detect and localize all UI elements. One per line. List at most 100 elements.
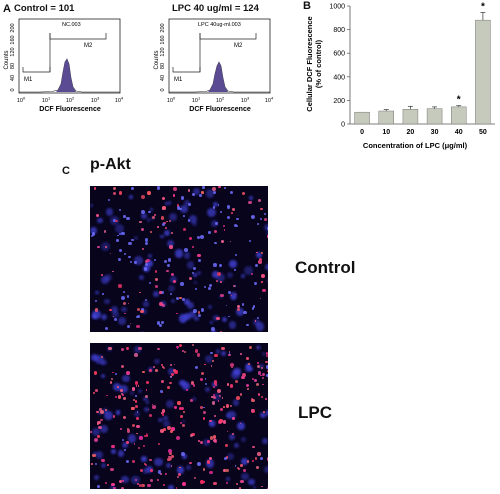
nucleus-spot — [92, 314, 98, 319]
stained-cell — [167, 457, 171, 462]
stained-cell — [208, 457, 212, 461]
nucleus-spot — [90, 354, 99, 362]
x-tick-label: 30 — [431, 129, 439, 136]
nucleus-dot — [259, 456, 263, 461]
nucleus-spot — [146, 400, 150, 404]
histogram-1: 200 160 120 80 40 0 Counts NC.003 M2 M1 … — [4, 18, 124, 113]
stained-cell — [173, 363, 176, 366]
stained-cell — [120, 389, 123, 392]
stained-cell — [258, 199, 262, 203]
stained-cell — [134, 478, 138, 482]
x-ticks: 100 101 102 103 104 — [17, 96, 124, 105]
nucleus-dot — [265, 365, 268, 369]
nucleus-spot — [101, 462, 107, 468]
stained-cell — [212, 187, 217, 191]
nucleus-dot — [125, 460, 129, 464]
stained-cell — [105, 246, 108, 249]
stained-cell — [177, 401, 181, 405]
stained-cell — [93, 392, 96, 395]
nucleus-dot — [118, 258, 122, 262]
stained-cell — [101, 458, 105, 463]
nucleus-spot — [256, 344, 262, 350]
nucleus-spot — [111, 306, 119, 314]
x-axis-label: DCF Fluorescence — [189, 106, 251, 113]
stained-cell — [229, 404, 233, 408]
stained-cell — [266, 354, 268, 357]
nucleus-spot — [205, 189, 215, 198]
nucleus-dot — [192, 266, 196, 270]
stained-cell — [160, 380, 164, 383]
stained-cell — [171, 427, 175, 431]
stained-cell — [161, 409, 166, 413]
stained-cell — [209, 435, 214, 440]
nucleus-spot — [264, 465, 268, 473]
stained-cell — [97, 420, 101, 424]
nucleus-dot — [234, 254, 237, 257]
stained-cell — [153, 213, 156, 216]
nucleus-spot — [142, 468, 149, 474]
nucleus-spot — [95, 451, 103, 459]
nucleus-dot — [157, 321, 161, 325]
stained-cell — [266, 369, 268, 372]
nucleus-spot — [206, 207, 216, 217]
stained-cell — [145, 432, 148, 435]
stained-cell — [105, 409, 107, 411]
nucleus-spot — [184, 299, 191, 306]
stained-cell — [123, 302, 127, 306]
nucleus-spot — [165, 462, 172, 469]
nucleus-dot — [159, 389, 164, 394]
nucleus-dot — [197, 461, 201, 466]
stained-cell — [261, 377, 264, 380]
stained-cell — [120, 347, 125, 352]
stained-cell — [166, 385, 170, 390]
stained-cell — [182, 424, 185, 428]
nucleus-dot — [227, 291, 231, 295]
stained-cell — [161, 413, 164, 416]
stained-cell — [178, 343, 182, 347]
nucleus-spot — [182, 381, 191, 390]
stained-cell — [96, 435, 100, 439]
nucleus-spot — [220, 351, 226, 357]
nucleus-dot — [122, 439, 124, 442]
micrograph-lpc — [90, 343, 268, 489]
stained-cell — [142, 371, 145, 374]
nucleus-dot — [203, 286, 206, 289]
x-axis-label: Concentration of LPC (μg/ml) — [363, 141, 468, 150]
stained-cell — [100, 273, 104, 277]
stained-cell — [140, 469, 144, 473]
stained-cell — [173, 186, 178, 191]
y-tick-label: 200 — [160, 23, 166, 32]
nucleus-dot — [203, 406, 206, 409]
stained-cell — [252, 377, 255, 380]
stained-cell — [99, 408, 102, 411]
stained-cell — [170, 375, 172, 378]
nucleus-spot — [166, 239, 175, 248]
stained-cell — [247, 363, 250, 366]
nucleus-dot — [107, 198, 110, 201]
stained-cell — [256, 251, 258, 254]
nucleus-spot — [191, 397, 196, 402]
y-tick-label: 120 — [10, 47, 16, 56]
nucleus-dot — [213, 206, 216, 209]
y-axis-label-line1: Cellular DCF Fluorescence — [305, 16, 314, 111]
stained-cell — [198, 440, 200, 442]
stained-cell — [92, 453, 96, 458]
stained-cell — [109, 309, 112, 312]
nucleus-spot — [165, 201, 168, 205]
nucleus-spot — [150, 207, 154, 212]
nucleus-spot — [248, 478, 255, 486]
y-tick-label: 1000 — [329, 4, 345, 11]
nucleus-spot — [118, 317, 126, 325]
nucleus-dot — [263, 212, 267, 216]
nucleus-spot — [112, 310, 119, 318]
stained-cell — [237, 468, 240, 471]
nucleus-spot — [121, 306, 127, 313]
stained-cell — [121, 365, 125, 369]
nucleus-spot — [215, 349, 220, 354]
nucleus-dot — [204, 378, 207, 380]
stained-cell — [209, 419, 212, 423]
nucleus-spot — [167, 285, 175, 293]
stained-cell — [170, 465, 173, 467]
stained-cell — [250, 272, 254, 275]
nucleus-dot — [248, 240, 252, 243]
